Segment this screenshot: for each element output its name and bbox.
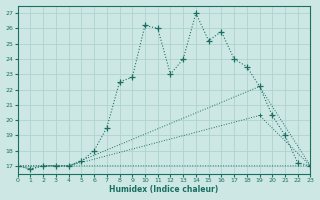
- X-axis label: Humidex (Indice chaleur): Humidex (Indice chaleur): [109, 185, 219, 194]
